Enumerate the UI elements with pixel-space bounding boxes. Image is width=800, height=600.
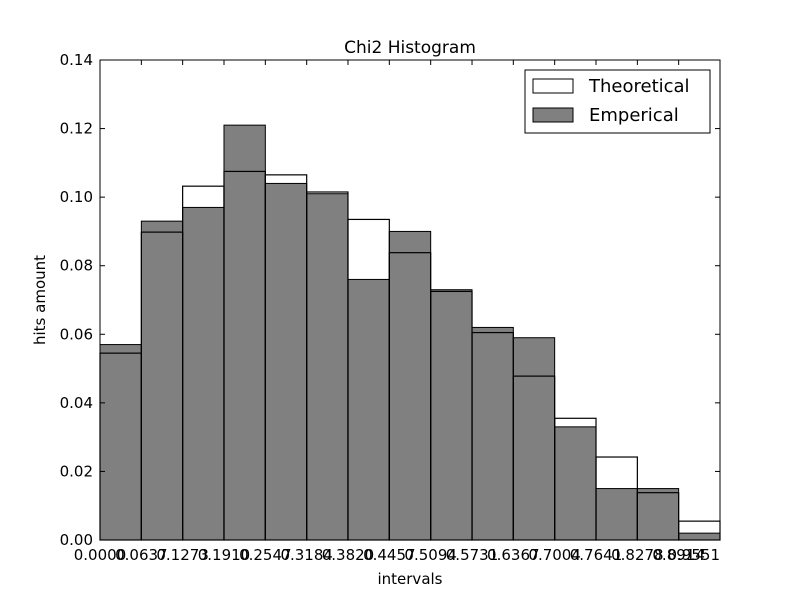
- y-tick-label: 0.04: [60, 394, 93, 412]
- legend-label-emperical: Emperical: [589, 105, 679, 126]
- legend-swatch-theoretical: [532, 78, 574, 94]
- bar-emperical: [554, 426, 597, 541]
- bar-emperical: [264, 182, 308, 541]
- x-tick-label: 0.1273: [156, 546, 209, 564]
- bar-emperical: [471, 326, 514, 541]
- x-tick-label: 0.3184: [280, 546, 333, 564]
- x-axis-label: intervals: [377, 570, 442, 588]
- x-tick-label: 0.0000: [74, 546, 127, 564]
- bar-emperical: [347, 278, 390, 541]
- x-tick-label: 0.7641: [570, 546, 623, 564]
- x-tick-label: 0.9551: [668, 546, 721, 564]
- x-tick-label: 0.4457: [363, 546, 416, 564]
- x-tick-label: 0.2547: [239, 546, 292, 564]
- x-axis: 0.00000.06370.12730.19100.25470.31840.38…: [74, 60, 721, 564]
- bar-emperical: [223, 124, 266, 541]
- chart-title: Chi2 Histogram: [344, 38, 476, 58]
- bar-emperical: [595, 488, 638, 541]
- y-axis-label: hits amount: [31, 255, 49, 345]
- bar-emperical: [99, 344, 142, 541]
- bar-emperical: [140, 220, 184, 541]
- x-tick-label: 0.7004: [528, 546, 581, 564]
- legend: Theoretical Emperical: [524, 69, 711, 134]
- bar-emperical: [636, 488, 680, 541]
- legend-swatch-emperical: [532, 107, 574, 123]
- bar-emperical: [306, 193, 349, 541]
- bar-emperical: [182, 206, 225, 541]
- x-tick-label: 0.8278: [611, 546, 664, 564]
- y-tick-label: 0.06: [60, 325, 93, 343]
- x-tick-label: 0.5731: [446, 546, 499, 564]
- x-tick-label: 0.0637: [115, 546, 168, 564]
- x-tick-label: 0.3820: [322, 546, 375, 564]
- bar-emperical: [388, 230, 432, 541]
- x-tick-label: 0.1910: [198, 546, 251, 564]
- bar-emperical: [678, 532, 721, 541]
- x-tick-label: 0.5094: [404, 546, 457, 564]
- y-tick-label: 0.10: [60, 188, 93, 206]
- y-tick-label: 0.14: [60, 51, 93, 69]
- y-tick-label: 0.08: [60, 257, 93, 275]
- y-axis: 0.00 0.02 0.04 0.06 0.08 0.10 0.12 0.14: [60, 51, 720, 549]
- x-tick-label: 0.8914: [652, 546, 705, 564]
- bar-emperical: [512, 337, 556, 541]
- bar-emperical: [430, 289, 473, 541]
- x-tick-label: 0.6367: [487, 546, 540, 564]
- y-tick-label: 0.02: [60, 462, 93, 480]
- empirical-bars: [99, 124, 721, 541]
- y-tick-label: 0.12: [60, 120, 93, 138]
- legend-label-theoretical: Theoretical: [588, 76, 690, 97]
- y-tick-label: 0.00: [60, 531, 93, 549]
- plot-frame: [99, 59, 721, 541]
